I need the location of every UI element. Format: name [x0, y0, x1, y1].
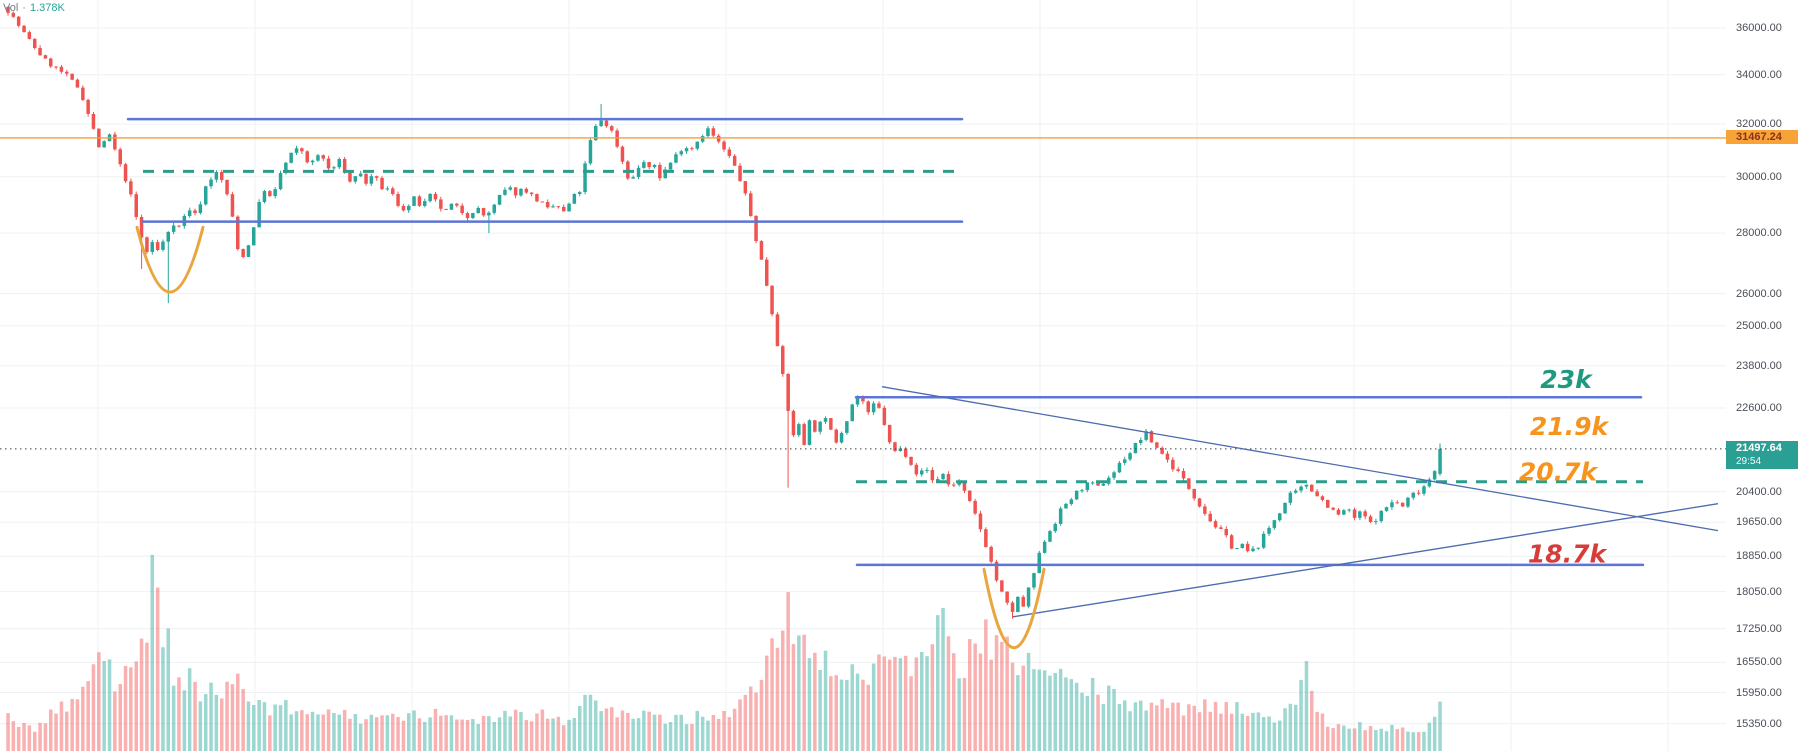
- v-bottom-arc-1[interactable]: [135, 225, 205, 294]
- bar-countdown: 29:54: [1736, 456, 1762, 467]
- price-tick-15350.00: 15350.00: [1736, 718, 1782, 730]
- average-price-label: 31467.24: [1726, 130, 1798, 144]
- price-tick-26000.00: 26000.00: [1736, 288, 1782, 300]
- price-tick-15950.00: 15950.00: [1736, 687, 1782, 699]
- annotation-text-20.7k[interactable]: 20.7k: [1519, 457, 1599, 486]
- trendline-triangle-lower[interactable]: [1012, 503, 1719, 618]
- price-tick-19650.00: 19650.00: [1736, 516, 1782, 528]
- volume-legend-separator: ·: [22, 2, 26, 14]
- chart-pane[interactable]: 23k 21.9k 20.7k 18.7k: [0, 0, 1726, 751]
- price-tick-20400.00: 20400.00: [1736, 486, 1782, 498]
- price-tick-18850.00: 18850.00: [1736, 550, 1782, 562]
- price-tick-28000.00: 28000.00: [1736, 227, 1782, 239]
- last-price-label: 21497.64 29:54: [1726, 441, 1798, 469]
- price-tick-36000.00: 36000.00: [1736, 22, 1782, 34]
- price-axis[interactable]: 31467.24 21497.64 29:54 36000.00 34000.00…: [1726, 0, 1798, 751]
- volume-series: [6, 554, 1442, 751]
- price-tick-23800.00: 23800.00: [1736, 360, 1782, 372]
- price-tick-17250.00: 17250.00: [1736, 623, 1782, 635]
- annotation-text-23k[interactable]: 23k: [1540, 365, 1593, 394]
- price-tick-18050.00: 18050.00: [1736, 586, 1782, 598]
- annotation-text-18.7k[interactable]: 18.7k: [1528, 540, 1608, 569]
- price-tick-30000.00: 30000.00: [1736, 171, 1782, 183]
- price-tick-16550.00: 16550.00: [1736, 656, 1782, 668]
- last-price-value: 21497.64: [1736, 442, 1782, 454]
- price-tick-32000.00: 32000.00: [1736, 118, 1782, 130]
- volume-legend-value: 1.378K: [29, 2, 65, 14]
- volume-legend-label: Vol: [3, 2, 19, 14]
- price-tick-34000.00: 34000.00: [1736, 69, 1782, 81]
- grid-lines: [0, 0, 1726, 751]
- chart-drawings[interactable]: 23k 21.9k 20.7k 18.7k: [0, 117, 1726, 650]
- v-bottom-arc-2[interactable]: [982, 567, 1046, 650]
- trendline-triangle-upper[interactable]: [881, 386, 1719, 532]
- annotation-text-21.9k[interactable]: 21.9k: [1530, 412, 1610, 441]
- volume-legend: Vol · 1.378K: [3, 2, 65, 14]
- price-tick-25000.00: 25000.00: [1736, 320, 1782, 332]
- candle-series: [6, 6, 1442, 619]
- price-tick-22600.00: 22600.00: [1736, 402, 1782, 414]
